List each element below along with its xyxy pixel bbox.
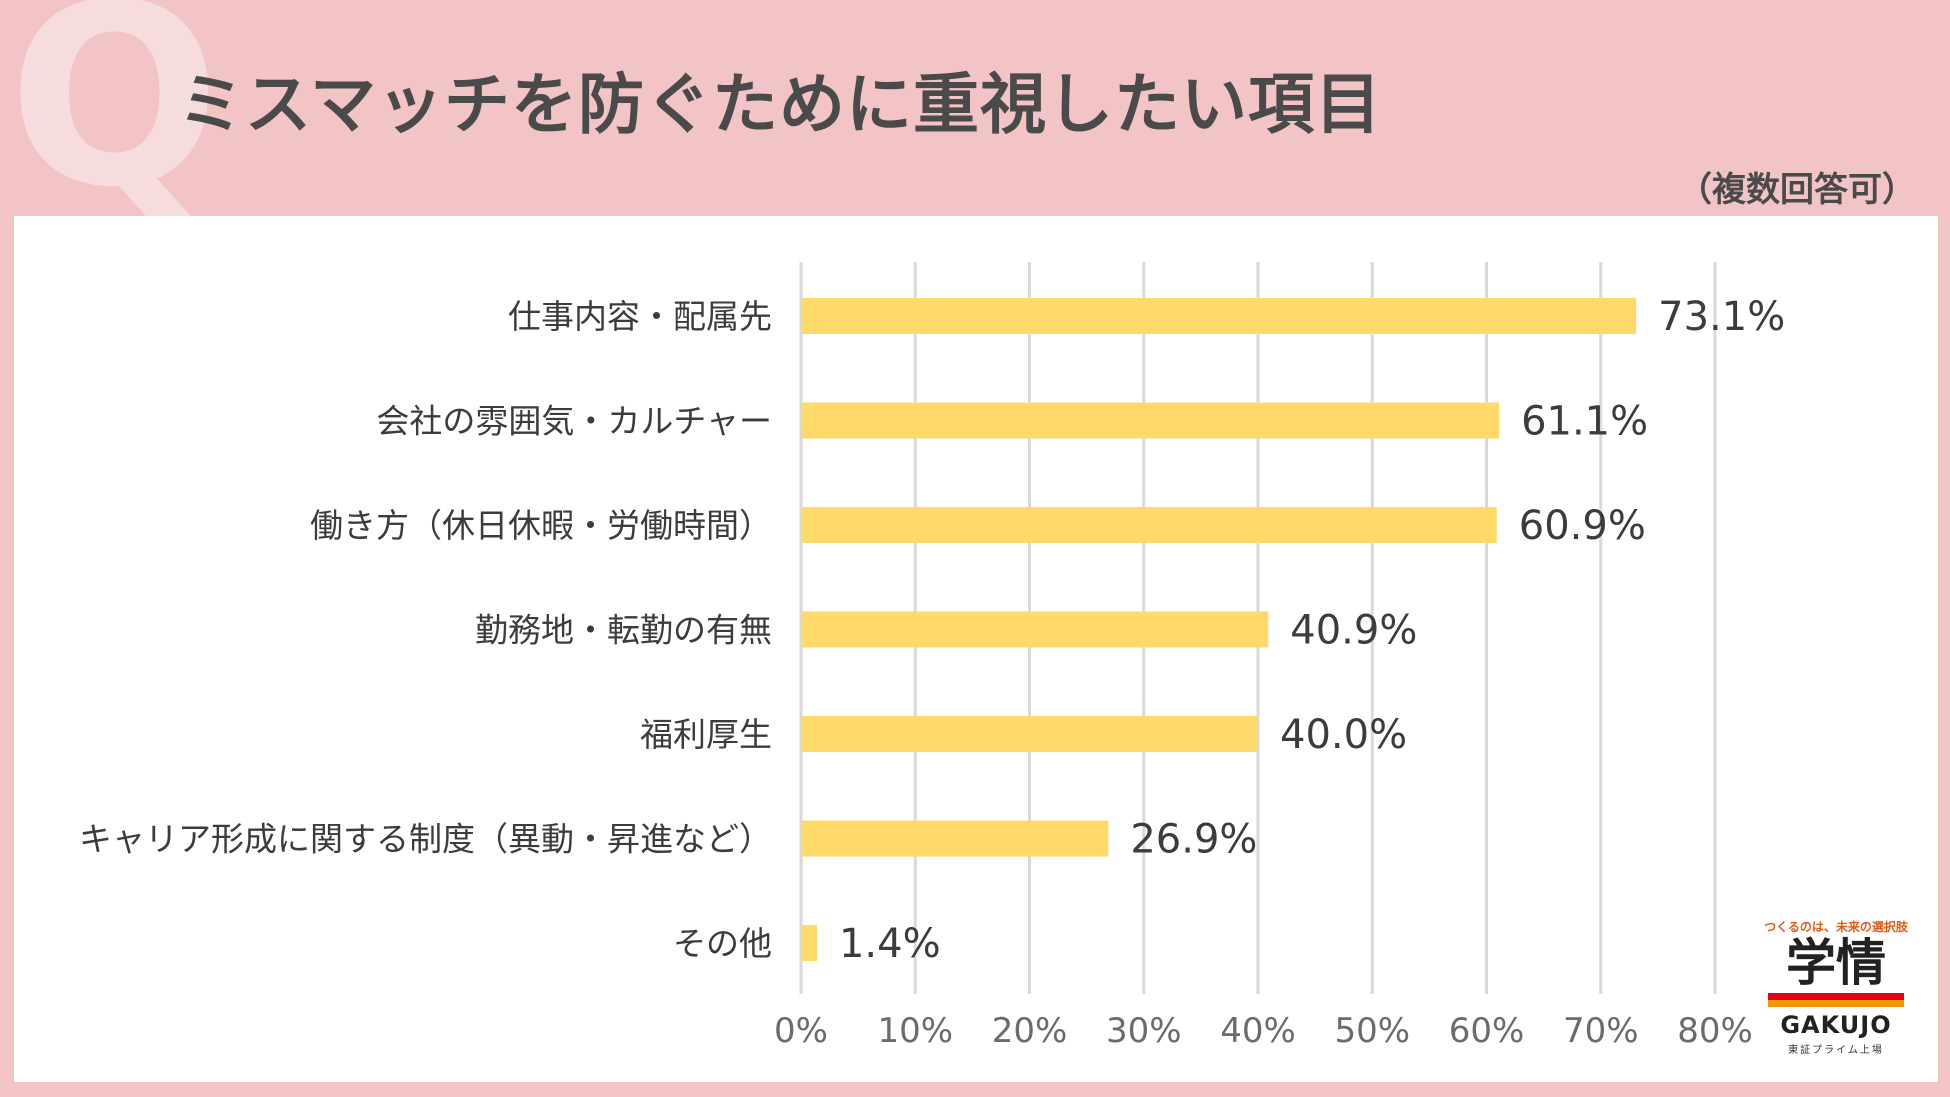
gakujo-logo: つくるのは、未来の選択肢 学情 GAKUJO 東証プライム上場 [1762, 918, 1910, 1056]
x-tick-label: 10% [877, 1011, 953, 1051]
bar [801, 611, 1269, 648]
category-label: 会社の雰囲気・カルチャー [376, 402, 772, 441]
bar [801, 402, 1500, 439]
x-tick-label: 0% [774, 1011, 828, 1051]
chart-panel: 0% 10% 20% 30% 40% 50% 60% 70% 80% 仕事内容・配属先 73.1% 会… [14, 216, 1938, 1082]
value-label: 40.0% [1280, 712, 1407, 758]
logo-kanji: 学情 [1786, 934, 1886, 992]
bar [801, 925, 817, 961]
logo-tagline: つくるのは、未来の選択肢 [1764, 920, 1908, 934]
category-label: 働き方（休日休暇・労働時間） [310, 506, 772, 545]
category-label: 福利厚生 [640, 715, 772, 754]
x-tick-label: 60% [1449, 1011, 1525, 1051]
x-tick-label: 50% [1334, 1011, 1410, 1051]
multiple-answer-note: （複数回答可） [1678, 170, 1916, 210]
category-label: キャリア形成に関する制度（異動・昇進など） [79, 820, 772, 859]
chart-title: ミスマッチを防ぐために重視したい項目 [178, 66, 1383, 143]
bar-chart: 0% 10% 20% 30% 40% 50% 60% 70% 80% 仕事内容・配属先 73.1% 会… [79, 262, 1785, 1051]
x-tick-label: 80% [1677, 1011, 1753, 1051]
q-mark: Q [8, 0, 221, 242]
x-tick-label: 20% [992, 1011, 1068, 1051]
category-label: 仕事内容・配属先 [508, 297, 772, 336]
value-label: 40.9% [1290, 608, 1417, 654]
x-tick-label: 70% [1563, 1011, 1639, 1051]
x-tick-label: 40% [1220, 1011, 1296, 1051]
logo-subtitle: 東証プライム上場 [1788, 1044, 1884, 1056]
x-tick-label: 30% [1106, 1011, 1182, 1051]
bar [801, 716, 1258, 752]
logo-english: GAKUJO [1780, 1010, 1892, 1039]
bar [801, 507, 1497, 543]
value-label: 1.4% [839, 921, 941, 967]
value-label: 73.1% [1658, 294, 1785, 340]
category-label: その他 [673, 924, 772, 963]
value-label: 60.9% [1519, 503, 1646, 549]
value-label: 26.9% [1130, 817, 1257, 863]
bar [801, 298, 1637, 334]
category-label: 勤務地・転勤の有無 [475, 611, 772, 650]
logo-color-bar [1768, 992, 1904, 1007]
bar [801, 820, 1109, 857]
value-label: 61.1% [1521, 399, 1648, 445]
